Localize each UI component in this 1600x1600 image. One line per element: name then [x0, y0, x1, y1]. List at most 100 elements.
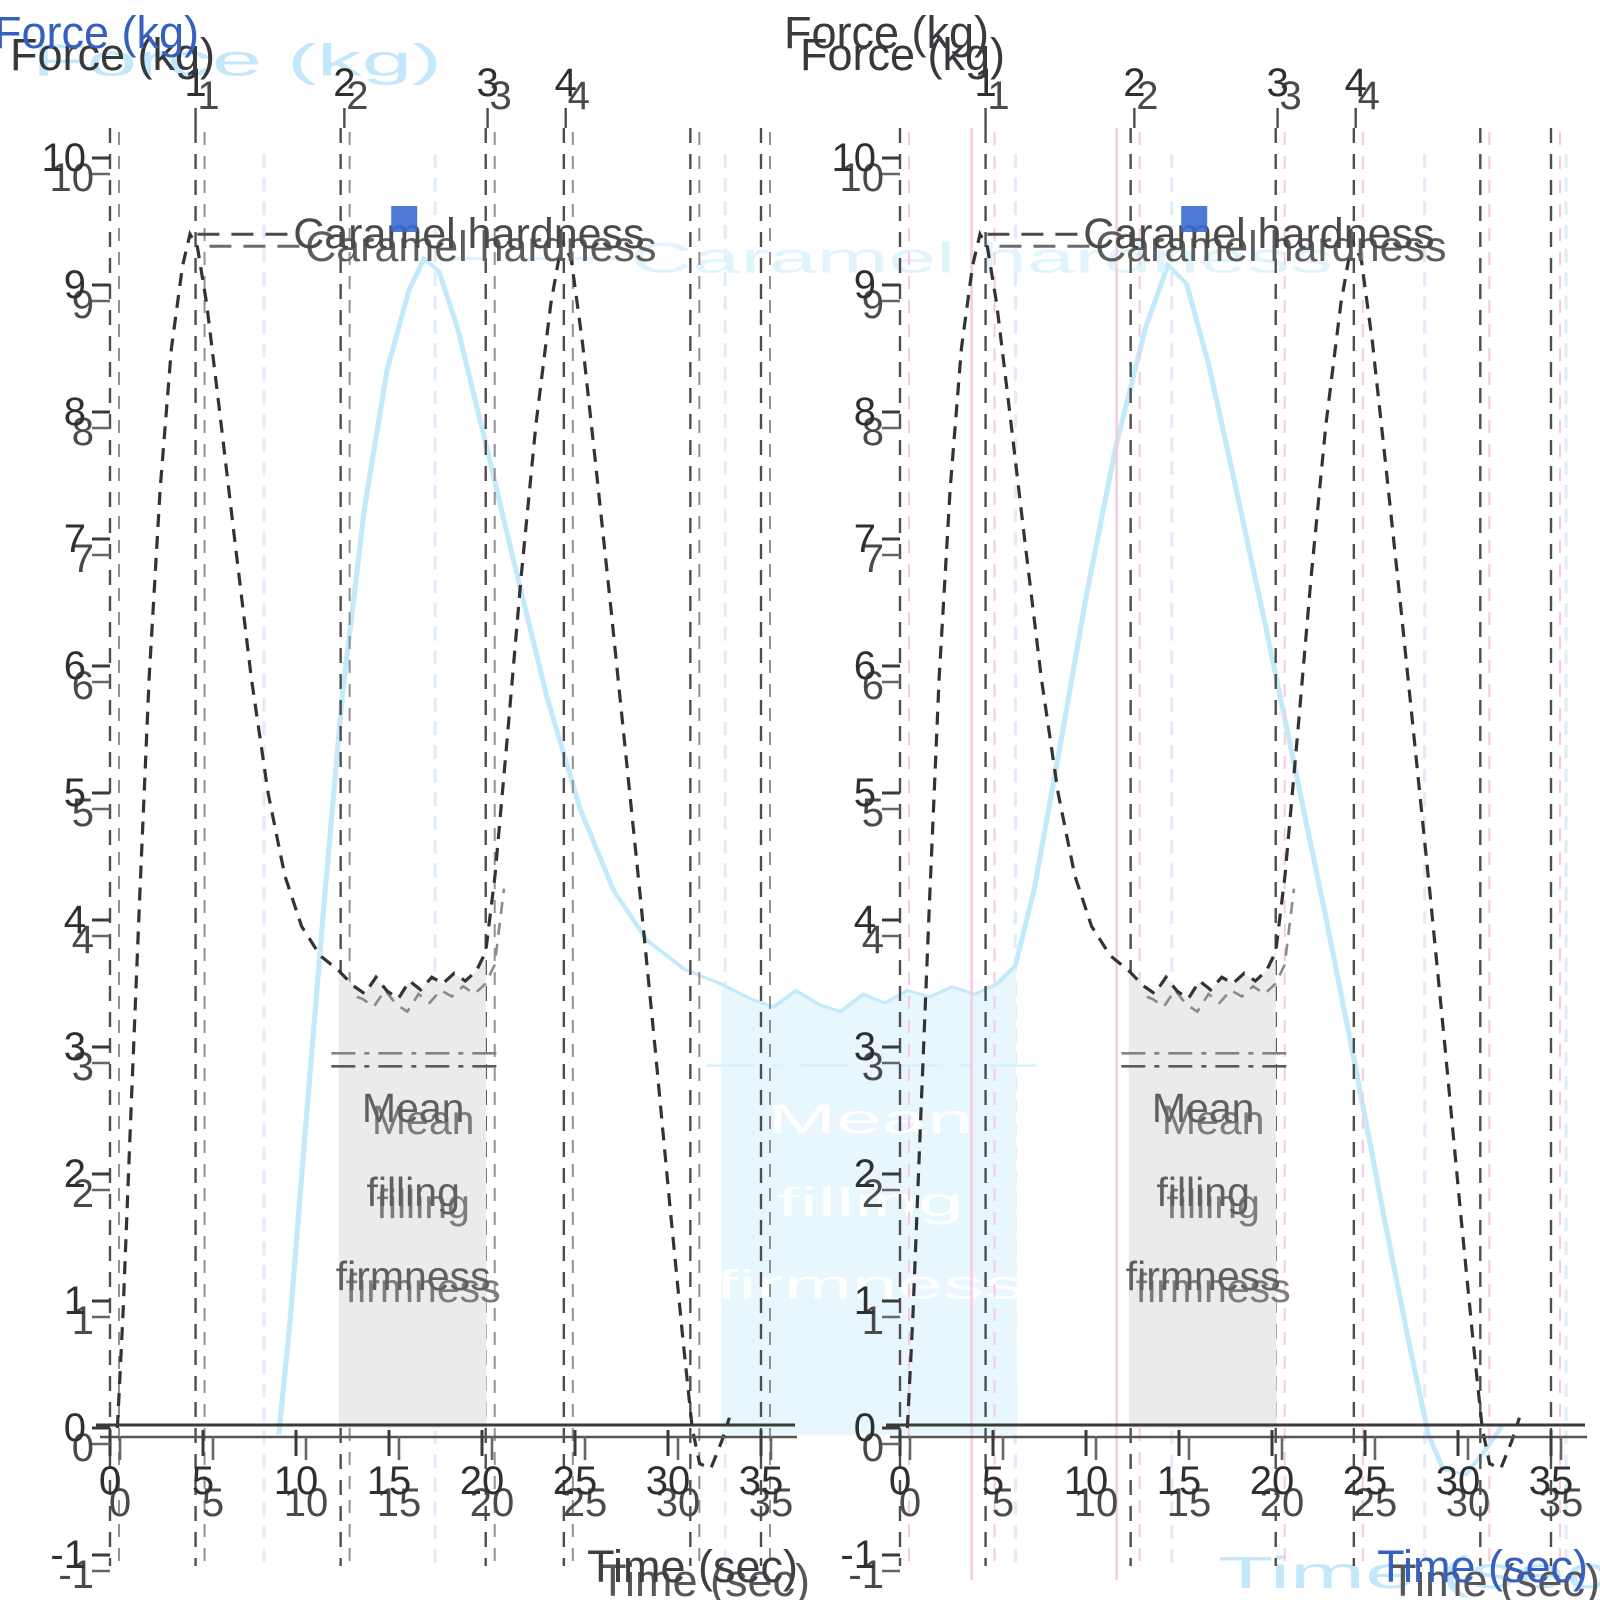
y-tick-label-ghost: 2 [72, 1172, 94, 1216]
band-label: filling [366, 1169, 459, 1215]
top-tick-label: 1 [184, 61, 206, 105]
x-tick-label-ghost: 15 [377, 1481, 422, 1525]
ylabel-force-ghost: Force (kg) [10, 29, 215, 80]
caramel-label-ghost: Caramel hardness [1095, 223, 1446, 271]
ghost-force-label: Force (kg) [32, 36, 442, 85]
top-tick-label: 4 [555, 61, 577, 105]
y-tick-label-ghost: 2 [862, 1172, 884, 1216]
y-tick-label-ghost: 8 [72, 410, 94, 454]
x-tick-label: 15 [367, 1459, 412, 1503]
force-curve [115, 229, 731, 1471]
y-tick-label-ghost: 8 [862, 410, 884, 454]
y-tick-label: 6 [64, 644, 86, 688]
xlabel-time: Time (sec) [587, 1541, 798, 1592]
x-tick-label-ghost: 10 [284, 1481, 329, 1525]
band-label: firmness [1126, 1253, 1281, 1299]
ylabel-force: Force (kg) [784, 7, 989, 58]
x-tick-label: 0 [99, 1459, 121, 1503]
ghost-band-label: Mean [768, 1096, 973, 1142]
y-tick-label-ghost: 5 [862, 791, 884, 835]
x-tick-label-ghost: 35 [1539, 1481, 1584, 1525]
y-tick-label: 4 [854, 898, 876, 942]
y-tick-label-ghost: 1 [72, 1299, 94, 1343]
x-tick-label: 0 [889, 1459, 911, 1503]
curve-plateau-ghost [1146, 888, 1296, 1014]
y-tick-label-ghost: 0 [862, 1426, 884, 1470]
x-tick-label: 15 [1157, 1459, 1202, 1503]
top-tick-label-ghost: 3 [489, 74, 511, 118]
ghost-caramel-label: Caramel hardness [630, 235, 1332, 282]
xlabel-time: Time (sec) [1377, 1541, 1588, 1592]
y-tick-label-ghost: 10 [50, 156, 95, 200]
y-tick-label: 1 [854, 1279, 876, 1323]
x-tick-label: 30 [646, 1459, 691, 1503]
band-label: Mean [1152, 1085, 1255, 1131]
x-tick-label: 25 [553, 1459, 598, 1503]
y-tick-label: -1 [840, 1533, 876, 1577]
top-tick-label-ghost: 2 [1136, 74, 1158, 118]
y-tick-label-ghost: 1 [862, 1299, 884, 1343]
x-tick-label-ghost: 25 [563, 1481, 608, 1525]
y-tick-label: 9 [64, 263, 86, 307]
blue-fleck [391, 206, 418, 232]
ylabel-force: Force (kg) [0, 7, 199, 58]
y-tick-label-ghost: 5 [72, 791, 94, 835]
ghost-time-label: Time (sec) [1218, 1549, 1600, 1598]
x-tick-label-ghost: 0 [109, 1481, 131, 1525]
band-label-ghost: filling [1166, 1181, 1259, 1227]
band-label-ghost: Mean [372, 1097, 475, 1143]
x-tick-label: 10 [1064, 1459, 1109, 1503]
x-tick-label: 10 [274, 1459, 319, 1503]
y-tick-label-ghost: 7 [862, 537, 884, 581]
caramel-label-ghost: Caramel hardness [305, 223, 656, 271]
ylabel-force-ghost: Force (kg) [800, 29, 1005, 80]
y-tick-label: 3 [64, 1025, 86, 1069]
firmness-band [1128, 951, 1277, 1428]
top-tick-label-ghost: 2 [346, 74, 368, 118]
y-tick-label: 0 [64, 1406, 86, 1450]
curve-plateau-ghost [356, 888, 506, 1014]
x-tick-label: 35 [1529, 1459, 1574, 1503]
y-tick-label-ghost: 6 [862, 664, 884, 708]
band-label: Mean [362, 1085, 465, 1131]
top-tick-label: 3 [476, 61, 498, 105]
x-tick-label-ghost: 0 [899, 1481, 921, 1525]
y-tick-label-ghost: 7 [72, 537, 94, 581]
x-tick-label-ghost: 35 [749, 1481, 794, 1525]
y-tick-label-ghost: -1 [58, 1553, 94, 1597]
top-tick-label: 2 [1123, 61, 1145, 105]
band-label-ghost: firmness [346, 1265, 501, 1311]
y-tick-label: 5 [854, 771, 876, 815]
top-tick-label-ghost: 1 [197, 74, 219, 118]
y-tick-label: 8 [854, 390, 876, 434]
y-tick-label: 2 [64, 1152, 86, 1196]
y-tick-label: 6 [854, 644, 876, 688]
x-tick-label-ghost: 15 [1167, 1481, 1212, 1525]
y-tick-label: 10 [832, 136, 877, 180]
ghost-band-label: filling [777, 1179, 964, 1225]
x-tick-label-ghost: 5 [202, 1481, 224, 1525]
top-tick-label-ghost: 3 [1279, 74, 1301, 118]
y-tick-label: 7 [854, 517, 876, 561]
band-label: firmness [336, 1253, 491, 1299]
x-tick-label-ghost: 20 [470, 1481, 515, 1525]
band-label-ghost: firmness [1136, 1265, 1291, 1311]
x-tick-label: 5 [192, 1459, 214, 1503]
x-tick-label-ghost: 10 [1074, 1481, 1119, 1525]
x-tick-label: 25 [1343, 1459, 1388, 1503]
y-tick-label-ghost: -1 [848, 1553, 884, 1597]
ghost-firmness-band [721, 965, 1018, 1435]
x-tick-label: 20 [460, 1459, 505, 1503]
y-tick-label-ghost: 4 [862, 918, 884, 962]
xlabel-time-ghost: Time (sec) [599, 1555, 810, 1600]
y-tick-label-ghost: 3 [72, 1045, 94, 1089]
x-tick-label: 35 [739, 1459, 784, 1503]
band-label-ghost: filling [376, 1181, 469, 1227]
x-tick-label-ghost: 30 [656, 1481, 701, 1525]
ghost-band-label: firmness [715, 1262, 1025, 1308]
y-tick-label: 4 [64, 898, 86, 942]
top-tick-label-ghost: 4 [568, 74, 590, 118]
y-tick-label-ghost: 9 [862, 283, 884, 327]
